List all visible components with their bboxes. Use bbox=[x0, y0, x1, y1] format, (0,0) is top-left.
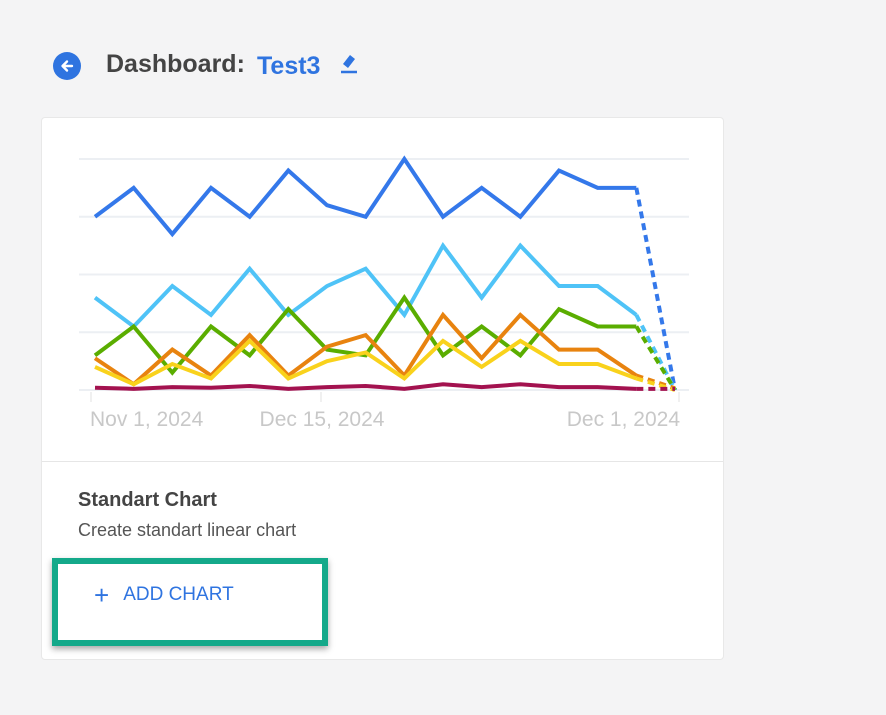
page-title: Dashboard: bbox=[106, 50, 245, 78]
highlight-box bbox=[52, 558, 328, 646]
edit-name-button[interactable] bbox=[340, 54, 358, 79]
plus-icon: + bbox=[94, 580, 110, 610]
series-forecast-line bbox=[634, 187, 677, 391]
dashboard-name: Test3 bbox=[257, 52, 321, 80]
x-tick-label: Dec 1, 2024 bbox=[567, 408, 681, 431]
series-line bbox=[94, 382, 637, 391]
series-line bbox=[93, 311, 638, 387]
chart-preview: Nov 1, 2024 Dec 15, 2024 Dec 1, 2024 bbox=[79, 155, 689, 431]
add-chart-label: ADD CHART bbox=[123, 584, 234, 605]
series-forecast-line bbox=[635, 376, 676, 392]
chart-type-card: Nov 1, 2024 Dec 15, 2024 Dec 1, 2024 Stand… bbox=[41, 117, 724, 660]
series-forecast-line bbox=[634, 325, 677, 392]
x-tick-label: Dec 15, 2024 bbox=[260, 408, 385, 431]
card-description: Create standart linear chart bbox=[78, 520, 297, 540]
x-tick-label: Nov 1, 2024 bbox=[90, 408, 204, 431]
pencil-icon bbox=[341, 55, 357, 74]
add-chart-button[interactable]: + ADD CHART bbox=[94, 580, 234, 610]
back-button[interactable] bbox=[53, 52, 81, 80]
arrow-left-icon bbox=[61, 60, 74, 72]
series-line bbox=[93, 241, 638, 330]
card-title: Standart Chart bbox=[78, 489, 217, 511]
series-line bbox=[94, 338, 638, 387]
series-forecast-line bbox=[634, 314, 677, 391]
card-divider bbox=[42, 461, 723, 462]
series-line bbox=[93, 155, 637, 238]
series-forecast-line bbox=[635, 373, 676, 391]
